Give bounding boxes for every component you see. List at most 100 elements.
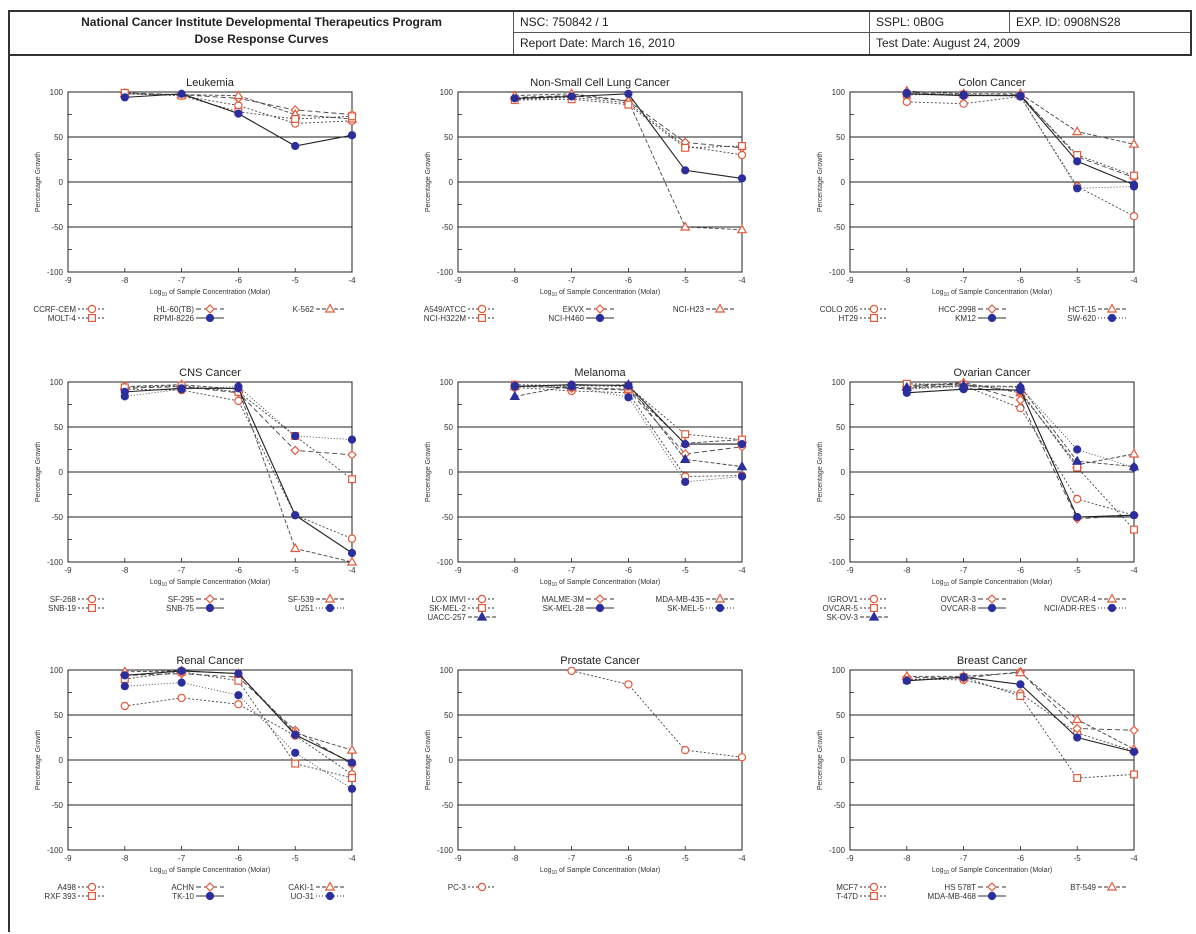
left-border-rule (8, 56, 10, 932)
y-tick-label: 0 (449, 178, 454, 187)
data-point (736, 224, 748, 234)
data-point (737, 472, 747, 481)
x-axis-label: Log10 of Sample Concentration (Molar) (150, 867, 270, 876)
series-line (514, 386, 743, 444)
series-rxf-393 (120, 667, 357, 782)
dose-response-chart: Melanoma 100 50 0 -50 -100-9 -8 -7 -6 -5 -4 Log10 o… (425, 367, 748, 622)
data-point (1130, 171, 1139, 180)
series-line (906, 91, 1135, 178)
y-tick-label: -50 (51, 513, 63, 522)
legend-marker (87, 882, 97, 892)
legend-label: HL-60(TB) (157, 305, 195, 314)
legend-label: K-562 (293, 305, 315, 314)
legend-label: MDA-MB-468 (928, 892, 977, 901)
y-tick-label: 100 (832, 88, 846, 97)
data-point (1129, 747, 1139, 757)
x-tick-label: -7 (568, 276, 576, 285)
legend-label: KM12 (955, 314, 976, 323)
x-tick-label: -6 (235, 566, 243, 575)
legend-label: SF-268 (50, 595, 77, 604)
legend-label: NCI-H23 (673, 305, 705, 314)
data-point (681, 440, 690, 449)
x-tick-label: -4 (348, 854, 356, 863)
x-tick-label: -6 (1017, 854, 1025, 863)
dose-response-chart: Ovarian Cancer 100 50 0 -50 -100-9 -8 -7 -6 -5 -4 L… (817, 367, 1140, 622)
data-point (234, 691, 243, 700)
x-tick-label: -6 (235, 854, 243, 863)
y-tick-label: 50 (54, 133, 63, 142)
x-tick-label: -9 (846, 276, 854, 285)
y-tick-label: 50 (54, 423, 63, 432)
y-tick-label: -100 (829, 846, 846, 855)
data-point (681, 745, 690, 755)
data-point (901, 381, 913, 391)
y-tick-label: 50 (836, 133, 845, 142)
data-point (737, 440, 747, 449)
data-point (291, 759, 300, 768)
legend-marker (987, 594, 997, 604)
legend: COLO 205 HCC-2998 HCT-15 HT29 KM12 SW-620 (820, 303, 1126, 323)
data-point (1071, 125, 1083, 136)
data-point (1073, 494, 1082, 504)
x-tick-label: -4 (738, 276, 746, 285)
y-axis-label: Percentage Growth (425, 442, 432, 502)
legend-marker (869, 304, 879, 314)
y-tick-label: 100 (440, 666, 454, 675)
data-point (234, 382, 243, 391)
x-tick-label: -5 (292, 566, 300, 575)
legend-marker (987, 882, 997, 892)
series-km12 (902, 89, 1139, 189)
series-colo-205 (902, 92, 1139, 221)
x-tick-label: -6 (625, 276, 633, 285)
x-tick-label: -6 (1017, 276, 1025, 285)
x-tick-label: -5 (1074, 276, 1082, 285)
y-axis-label: Percentage Growth (35, 442, 42, 502)
x-axis-label: Log10 of Sample Concentration (Molar) (932, 289, 1052, 298)
x-tick-label: -6 (625, 566, 633, 575)
chart-panel: Melanoma 100 50 0 -50 -100 -9 -8 -7 -6 -5 -4 Log10 o… (400, 360, 792, 646)
legend-marker (987, 304, 997, 314)
x-tick-label: -8 (903, 854, 911, 863)
x-tick-label: -5 (1074, 566, 1082, 575)
data-point (681, 430, 690, 439)
data-point (1128, 138, 1140, 148)
legend: CCRF-CEM HL-60(TB) K-562 MOLT-4 RPMI-8226 (33, 303, 344, 323)
data-point (1072, 723, 1083, 734)
data-point (1129, 725, 1139, 736)
legend-label: T-47D (836, 892, 858, 901)
x-tick-label: -7 (960, 854, 968, 863)
legend-marker (477, 604, 486, 613)
y-tick-label: 0 (841, 756, 846, 765)
data-point (959, 99, 968, 108)
y-tick-label: 100 (440, 88, 454, 97)
x-tick-label: -8 (121, 854, 129, 863)
x-axis-label: Log10 of Sample Concentration (Molar) (932, 579, 1052, 588)
data-point (1129, 511, 1139, 520)
series-line (906, 94, 1135, 177)
y-tick-label: -100 (47, 268, 64, 277)
data-point (1073, 773, 1082, 782)
legend-marker (1106, 303, 1118, 313)
legend-marker (87, 594, 97, 604)
data-point (1129, 211, 1139, 221)
x-tick-label: -4 (1130, 276, 1138, 285)
data-point (1128, 448, 1140, 458)
legend-label: MALME-3M (542, 595, 585, 604)
y-tick-label: -100 (829, 268, 846, 277)
legend-marker (868, 611, 880, 621)
data-point (679, 453, 691, 464)
x-tick-label: -9 (454, 566, 462, 575)
data-point (347, 758, 357, 767)
x-axis-label: Log10 of Sample Concentration (Molar) (540, 579, 660, 588)
y-tick-label: 100 (440, 378, 454, 387)
x-tick-label: -8 (511, 276, 519, 285)
legend-label: MCF7 (836, 883, 858, 892)
y-tick-label: -50 (51, 801, 63, 810)
x-tick-label: -8 (903, 566, 911, 575)
dose-response-chart: Breast Cancer 100 50 0 -50 -100-9 -8 -7 -6 -5 -4 Lo… (817, 655, 1140, 901)
x-tick-label: -5 (292, 854, 300, 863)
series-line (124, 670, 353, 751)
legend-label: SK-MEL-28 (543, 604, 585, 613)
series-rpmi-8226 (120, 89, 357, 151)
legend-marker (1107, 313, 1117, 323)
